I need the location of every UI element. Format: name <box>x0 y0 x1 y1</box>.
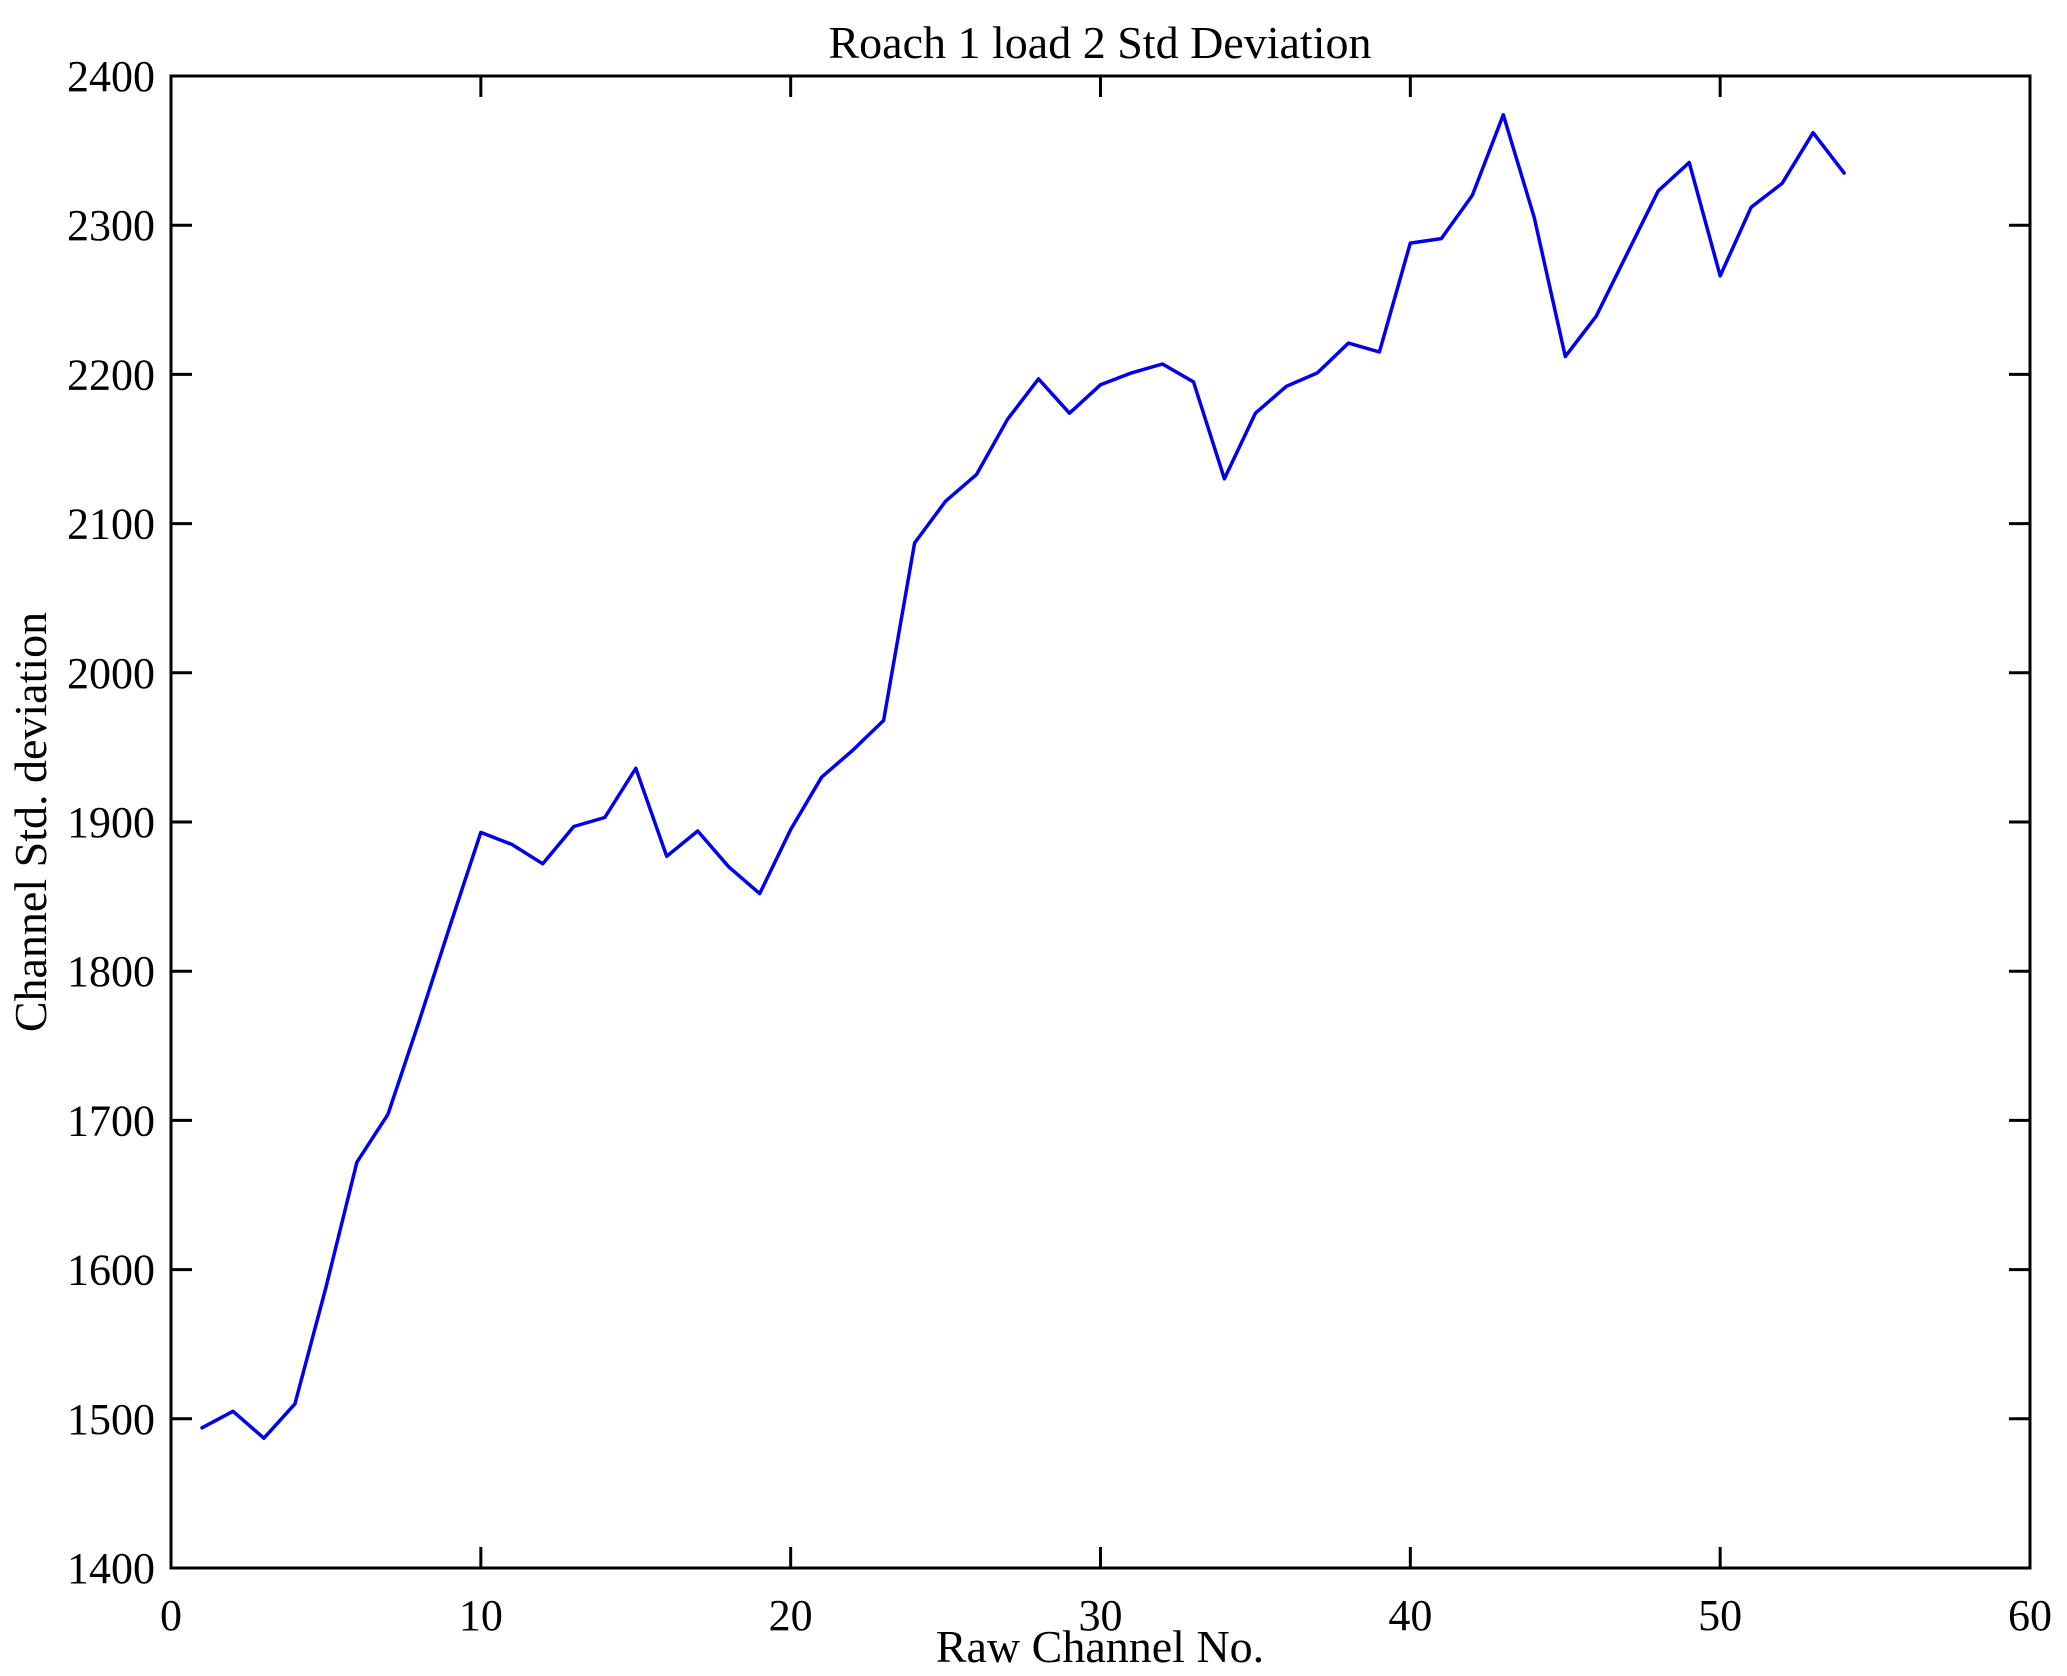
x-tick-label: 60 <box>2008 1591 2052 1640</box>
y-tick-label: 1900 <box>67 798 155 847</box>
y-axis-ticks: 1400 1500 1600 1700 1800 1900 2000 2100 2200 2300… <box>67 52 2030 1593</box>
chart-title: Roach 1 load 2 Std Deviation <box>829 17 1372 68</box>
plot-area-frame <box>169 74 2032 1570</box>
x-tick-label: 20 <box>769 1591 813 1640</box>
y-tick-label: 1800 <box>67 947 155 996</box>
y-tick-label: 2100 <box>67 500 155 549</box>
y-tick-label: 1700 <box>67 1096 155 1145</box>
y-tick-label: 2000 <box>67 649 155 698</box>
y-tick-label: 2400 <box>67 52 155 101</box>
x-tick-label: 10 <box>459 1591 503 1640</box>
y-tick-label: 1600 <box>67 1246 155 1295</box>
y-tick-label: 2300 <box>67 201 155 250</box>
x-tick-label: 50 <box>1698 1591 1742 1640</box>
y-axis-title: Channel Std. deviation <box>5 612 56 1032</box>
x-tick-label: 0 <box>160 1591 182 1640</box>
y-tick-label: 2200 <box>67 350 155 399</box>
y-tick-label: 1400 <box>67 1544 155 1593</box>
x-tick-label: 40 <box>1388 1591 1432 1640</box>
series-line <box>200 113 1846 1440</box>
y-tick-label: 1500 <box>67 1395 155 1444</box>
x-tick-label: 30 <box>1079 1591 1123 1640</box>
x-axis-ticks: 0 10 20 30 40 50 60 <box>160 76 2052 1640</box>
x-axis-title: Raw Channel No. <box>936 1621 1264 1671</box>
